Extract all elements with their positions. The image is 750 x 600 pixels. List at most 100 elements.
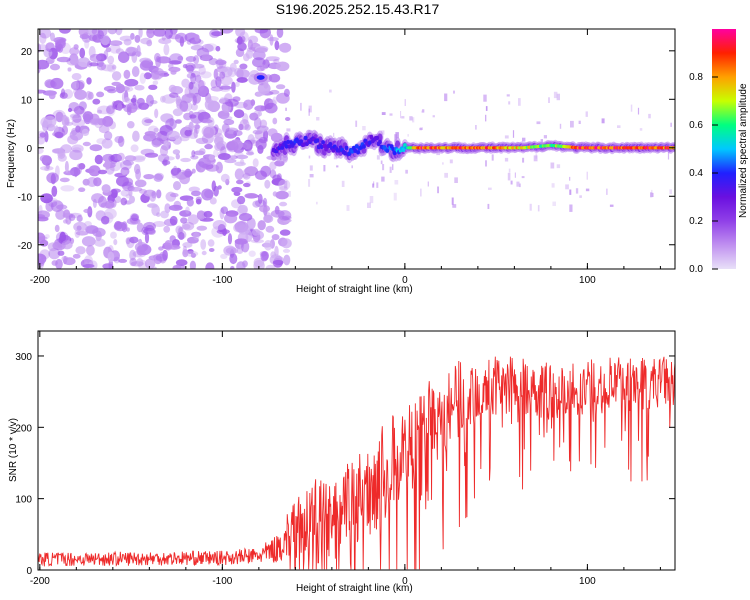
noise-blob	[82, 264, 95, 268]
noise-blob	[69, 47, 80, 56]
noise-blob	[185, 56, 197, 62]
speckle	[355, 120, 358, 127]
noise-blob	[252, 158, 259, 168]
noise-blob	[170, 192, 179, 198]
noise-blob	[248, 250, 256, 257]
speckle	[381, 176, 385, 182]
noise-blob	[211, 180, 216, 192]
noise-blob	[260, 251, 269, 262]
noise-blob	[260, 105, 266, 111]
noise-blob	[122, 177, 134, 187]
noise-blob	[172, 265, 178, 269]
noise-blob	[110, 231, 117, 239]
noise-blob	[220, 206, 229, 214]
speckle	[373, 181, 375, 186]
noise-blob	[219, 84, 231, 92]
noise-blob	[71, 73, 82, 81]
noise-blob	[267, 128, 278, 137]
noise-blob	[254, 29, 268, 34]
noise-blob	[101, 184, 111, 193]
speckle	[487, 203, 490, 209]
noise-blob	[281, 215, 292, 221]
signal-core	[283, 140, 287, 146]
noise-blob	[122, 159, 134, 166]
noise-blob	[180, 157, 192, 163]
noise-blob	[245, 49, 254, 59]
noise-blob	[130, 144, 139, 153]
noise-blob	[198, 66, 206, 75]
noise-blob	[201, 188, 214, 201]
noise-blob	[211, 31, 224, 37]
speckle	[485, 114, 487, 122]
noise-blob	[246, 143, 253, 151]
noise-blob	[50, 63, 60, 71]
colorbar-label: Normalized spectral amplitude	[738, 83, 749, 218]
noise-blob	[54, 224, 60, 233]
speckle	[518, 98, 521, 106]
noise-blob	[224, 213, 238, 224]
speckle	[569, 176, 571, 181]
noise-blob	[55, 231, 69, 244]
noise-blob	[163, 225, 171, 233]
noise-blob	[97, 105, 111, 115]
noise-blob	[51, 185, 58, 197]
noise-blob	[242, 173, 249, 179]
noise-blob	[111, 64, 117, 70]
speckle	[308, 105, 312, 113]
noise-blob	[269, 161, 277, 171]
snr-x-axis-label: Height of straight line (km)	[296, 583, 413, 594]
noise-blob	[56, 56, 71, 63]
noise-blob	[215, 76, 222, 88]
noise-blob	[76, 79, 85, 90]
noise-blob	[91, 29, 101, 35]
noise-blob	[158, 37, 172, 45]
speckle	[540, 139, 543, 145]
speckle	[586, 171, 588, 180]
noise-blob	[151, 67, 165, 80]
noise-blob	[38, 216, 49, 222]
noise-blob	[76, 216, 83, 222]
noise-blob	[45, 42, 55, 52]
noise-blob	[134, 84, 145, 91]
noise-blob	[225, 98, 239, 107]
noise-blob	[227, 233, 233, 245]
noise-blob	[234, 81, 240, 88]
noise-blob	[69, 149, 83, 161]
noise-blob	[245, 230, 253, 242]
noise-blob	[94, 154, 103, 165]
speckle	[369, 196, 374, 204]
noise-blob	[192, 95, 197, 106]
x-tick-label: -200	[30, 275, 50, 286]
noise-blob	[189, 260, 196, 269]
noise-blob	[60, 88, 66, 98]
noise-blob	[104, 200, 115, 209]
noise-blob	[73, 221, 87, 232]
noise-blob	[109, 44, 121, 54]
noise-blob	[135, 51, 142, 57]
noise-blob	[91, 193, 104, 204]
speckle	[421, 110, 425, 113]
noise-blob	[175, 225, 183, 235]
noise-blob	[272, 117, 278, 125]
speckle	[521, 176, 525, 179]
noise-blob	[61, 114, 68, 127]
speckle	[308, 155, 311, 159]
noise-blob	[281, 238, 292, 249]
noise-blob	[253, 260, 265, 269]
noise-blob	[38, 89, 46, 94]
y-tick-label: 200	[15, 423, 32, 434]
signal-core	[369, 134, 374, 140]
noise-blob	[138, 29, 143, 38]
noise-blob	[279, 201, 288, 207]
speckle	[536, 121, 541, 125]
noise-blob	[88, 165, 101, 177]
noise-blob	[168, 63, 174, 69]
noise-blob	[190, 38, 204, 46]
noise-blob	[222, 123, 230, 133]
noise-blob	[224, 158, 237, 164]
noise-blob	[184, 168, 192, 178]
noise-blob	[215, 45, 221, 52]
noise-blob	[233, 59, 239, 65]
noise-blob	[50, 173, 56, 185]
noise-blob	[231, 81, 236, 93]
